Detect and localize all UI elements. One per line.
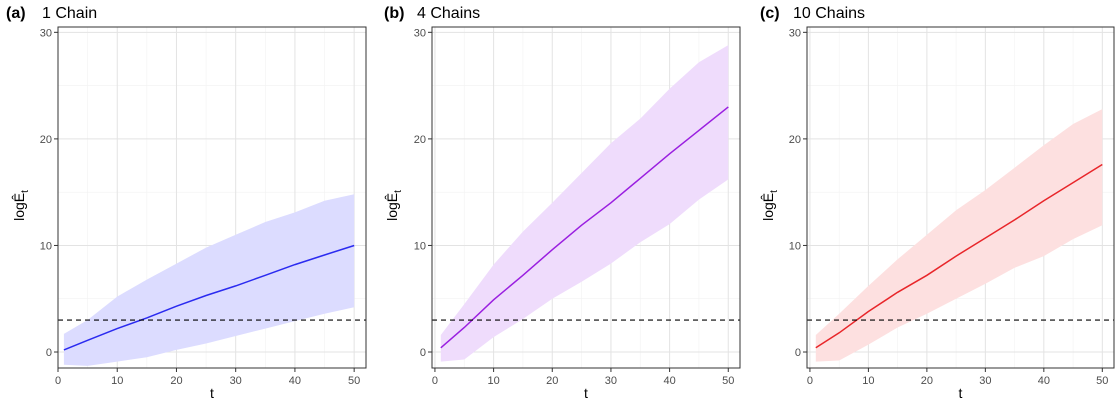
panel-tag: (c) [760,5,780,22]
x-tick-label: 50 [1096,375,1108,387]
y-tick-label: 30 [789,27,801,39]
x-tick-label: 40 [289,375,301,387]
panel-3: 0 10 20 30 40 50 0 10 20 30 t logÊt (c) 10 Chains [760,5,1115,401]
x-tick-label: 30 [230,375,242,387]
y-axis-title: logÊt [11,190,31,221]
panel-2: 0 10 20 30 40 50 0 10 20 30 t logÊt (b) 4 Chains [384,5,741,401]
panel-title: 4 Chains [417,5,480,22]
x-axis-title: t [959,385,963,401]
x-tick-label: 20 [170,375,182,387]
x-tick-label: 10 [862,375,874,387]
y-tick-label: 30 [414,27,426,39]
y-tick-label: 20 [789,134,801,146]
x-tick-label: 10 [111,375,123,387]
x-tick-label: 0 [55,375,61,387]
y-tick-label: 10 [40,240,52,252]
confidence-band [63,194,355,366]
y-tick-label: 10 [414,240,426,252]
panel-border [431,26,741,369]
y-tick-label: 30 [40,27,52,39]
panel-title: 1 Chain [42,5,97,22]
y-axis-title: logÊt [760,190,780,221]
panel-1: 0 10 20 30 40 50 0 10 20 30 t logÊt (a) 1 Chain [6,5,367,401]
x-tick-label: 0 [432,375,438,387]
y-tick-label: 20 [414,134,426,146]
y-tick-label: 0 [795,347,801,359]
x-tick-label: 20 [921,375,933,387]
panel-title: 10 Chains [793,5,865,22]
confidence-band [440,45,729,362]
x-axis-title: t [584,385,588,401]
x-tick-label: 30 [605,375,617,387]
y-tick-label: 20 [40,134,52,146]
y-tick-label: 0 [420,347,426,359]
x-tick-label: 30 [979,375,991,387]
panel-border [57,26,367,369]
series-line [63,244,355,351]
x-tick-label: 0 [807,375,813,387]
panel-tag: (b) [384,5,404,22]
x-tick-label: 40 [1038,375,1050,387]
x-tick-label: 50 [722,375,734,387]
panel-border [806,26,1115,369]
series-line [440,106,729,349]
y-axis-title: logÊt [384,190,404,221]
x-tick-label: 10 [487,375,499,387]
panel-tag: (a) [6,5,26,22]
y-tick-label: 0 [46,347,52,359]
x-tick-label: 50 [348,375,360,387]
x-axis-title: t [210,385,214,401]
x-tick-label: 20 [546,375,558,387]
y-tick-label: 10 [789,240,801,252]
series-line [815,163,1103,349]
x-tick-label: 40 [663,375,675,387]
